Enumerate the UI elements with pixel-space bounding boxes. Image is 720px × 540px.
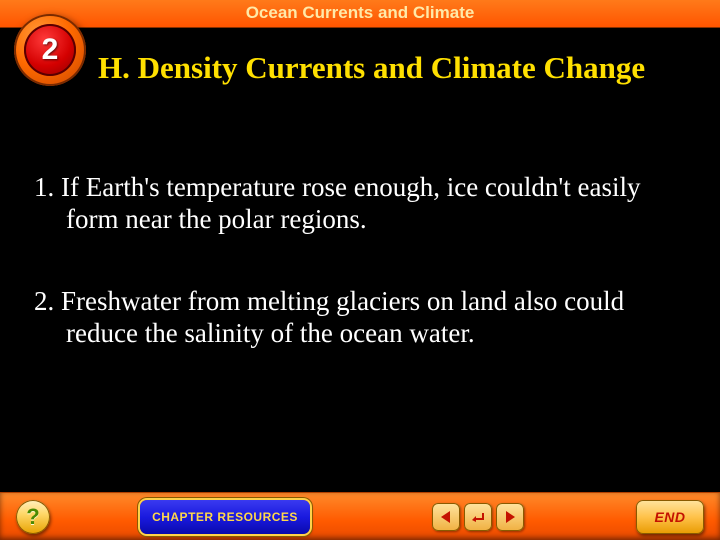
next-button[interactable] bbox=[496, 503, 524, 531]
end-label: END bbox=[654, 509, 685, 525]
chapter-resources-button[interactable]: CHAPTER RESOURCES bbox=[140, 500, 310, 534]
slide-title: H. Density Currents and Climate Change bbox=[98, 50, 690, 86]
section-number: 2 bbox=[42, 33, 59, 67]
body-paragraph-1: 1. If Earth's temperature rose enough, i… bbox=[34, 172, 686, 236]
end-button[interactable]: END bbox=[636, 500, 704, 534]
prev-button[interactable] bbox=[432, 503, 460, 531]
return-arrow-icon bbox=[470, 510, 486, 524]
badge-inner-circle: 2 bbox=[24, 24, 76, 76]
return-button[interactable] bbox=[464, 503, 492, 531]
triangle-left-icon bbox=[439, 510, 453, 524]
footer-bar: ? CHAPTER RESOURCES END bbox=[0, 492, 720, 540]
triangle-right-icon bbox=[503, 510, 517, 524]
paragraph-text: 1. If Earth's temperature rose enough, i… bbox=[34, 172, 686, 236]
header-title: Ocean Currents and Climate bbox=[246, 3, 475, 22]
header-bar: Ocean Currents and Climate bbox=[0, 0, 720, 28]
help-button[interactable]: ? bbox=[16, 500, 50, 534]
help-icon: ? bbox=[26, 504, 39, 530]
body-paragraph-2: 2. Freshwater from melting glaciers on l… bbox=[34, 286, 686, 350]
nav-cluster bbox=[432, 503, 524, 531]
paragraph-text: 2. Freshwater from melting glaciers on l… bbox=[34, 286, 686, 350]
section-badge: 2 bbox=[14, 14, 86, 86]
chapter-resources-label: CHAPTER RESOURCES bbox=[152, 510, 298, 524]
